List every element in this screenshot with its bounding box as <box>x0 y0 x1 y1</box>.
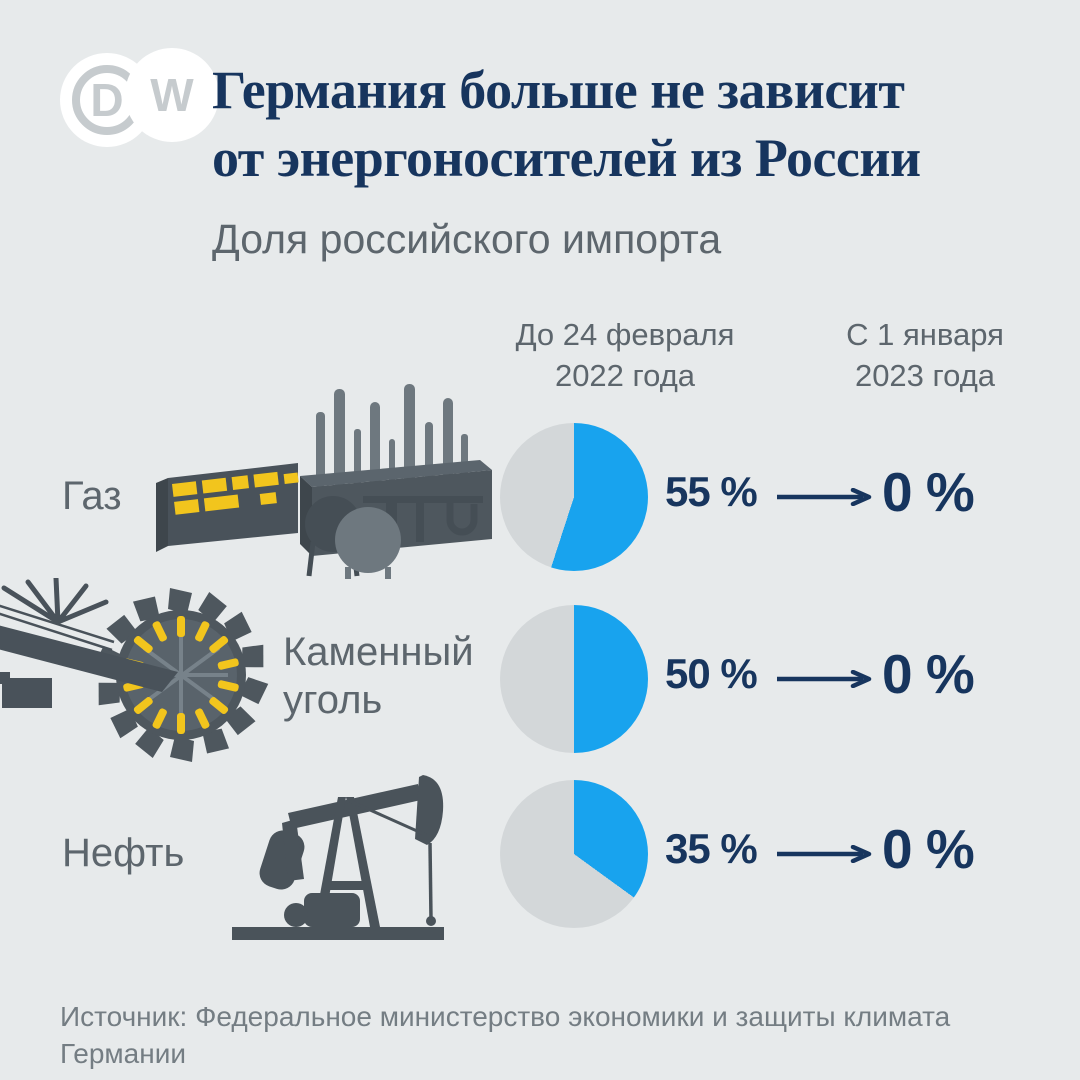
source-note: Источник: Федеральное министерство эконо… <box>60 1001 951 1069</box>
svg-text:D: D <box>90 74 123 126</box>
coal-value-before: 50 % <box>665 650 758 697</box>
oil-pumpjack-icon <box>232 775 444 940</box>
page-title: Германия больше не зависит от энергоноси… <box>212 60 921 188</box>
right-arrow-icon <box>777 845 872 863</box>
page-subtitle: Доля российского импорта <box>212 216 722 262</box>
dw-logo: D W <box>60 48 219 147</box>
row-label-coal: Каменный уголь <box>283 630 474 722</box>
pie-chart-gas-before <box>500 423 648 571</box>
right-arrow-icon <box>777 488 872 506</box>
oil-value-before: 35 % <box>665 825 758 872</box>
svg-text:W: W <box>150 69 194 121</box>
coal-excavator-icon <box>0 578 269 762</box>
row-coal: Каменный уголь 50 % 0 % <box>0 578 1080 775</box>
row-oil: Нефть 35 % 0 % <box>0 765 1080 950</box>
pie-chart-coal-before <box>500 605 648 753</box>
coal-value-after: 0 % <box>882 643 975 705</box>
row-label-gas: Газ <box>62 474 122 518</box>
gas-value-after: 0 % <box>882 461 975 523</box>
column-header-before: До 24 февраля 2022 года <box>515 317 735 393</box>
gas-plant-icon <box>156 384 492 579</box>
oil-value-after: 0 % <box>882 818 975 880</box>
pie-chart-oil-before <box>500 780 648 928</box>
right-arrow-icon <box>777 670 872 688</box>
column-header-after: С 1 января 2023 года <box>846 317 1004 393</box>
row-label-oil: Нефть <box>62 831 185 875</box>
row-gas: Газ <box>0 384 1080 593</box>
gas-value-before: 55 % <box>665 468 758 515</box>
